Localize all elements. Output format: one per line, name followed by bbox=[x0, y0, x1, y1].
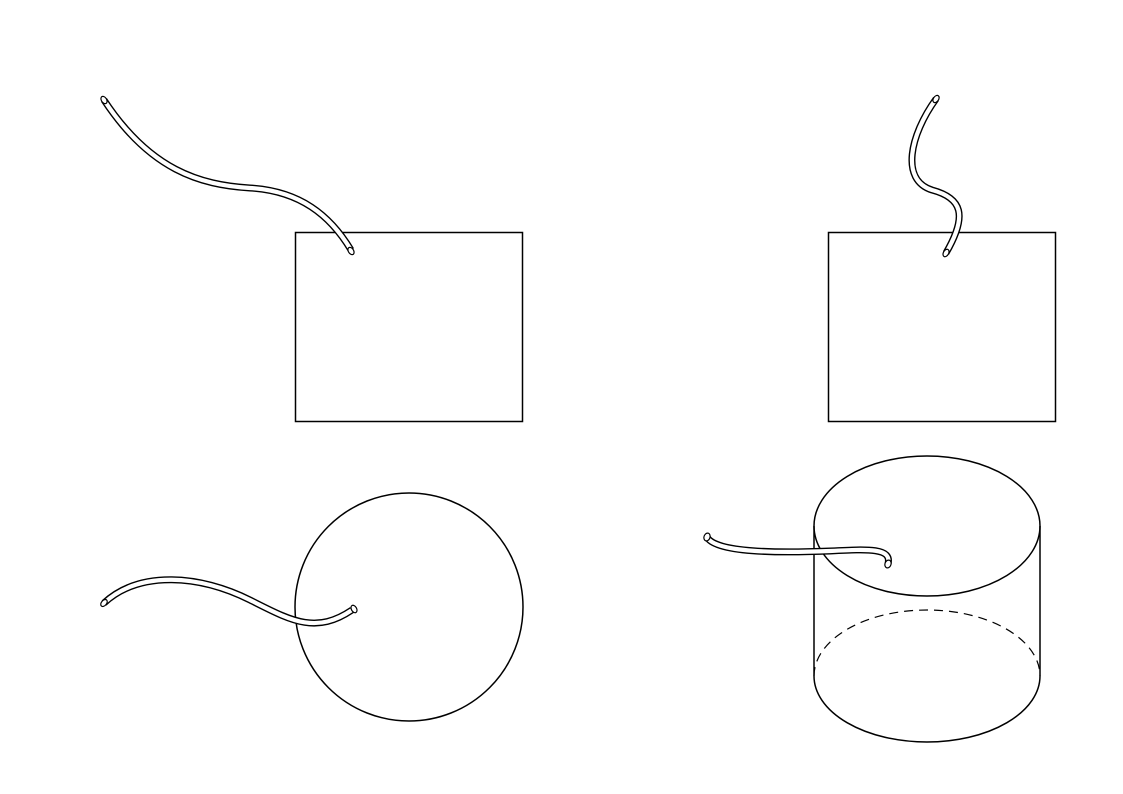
figure-rect-s-tube bbox=[827, 94, 1057, 423]
cylinder-body bbox=[813, 455, 1041, 743]
tube-end-cap bbox=[884, 559, 892, 569]
tube bbox=[100, 95, 355, 256]
tube bbox=[908, 94, 963, 258]
cylinder-bottom-visible-edge bbox=[813, 675, 1041, 743]
figure-rect-wavy-tube bbox=[100, 95, 524, 423]
figure-cylinder-tube bbox=[703, 455, 1041, 743]
tube-end-cap bbox=[703, 532, 711, 542]
cylinder-top-face bbox=[813, 455, 1041, 597]
rectangle-body bbox=[827, 231, 1057, 423]
circle-body bbox=[294, 492, 524, 722]
tube bbox=[100, 576, 358, 627]
tube bbox=[703, 532, 892, 569]
rectangle-body bbox=[294, 231, 524, 423]
figure-circle-tube bbox=[100, 492, 524, 722]
tube-end-cap bbox=[100, 95, 108, 105]
tube-end-cap bbox=[350, 604, 358, 614]
tube-end-cap bbox=[932, 94, 940, 104]
tube-end-cap bbox=[347, 246, 355, 256]
cylinder-bottom-hidden-edge bbox=[813, 609, 1041, 677]
tube-end-cap bbox=[100, 598, 108, 608]
tube-end-cap bbox=[942, 248, 950, 258]
